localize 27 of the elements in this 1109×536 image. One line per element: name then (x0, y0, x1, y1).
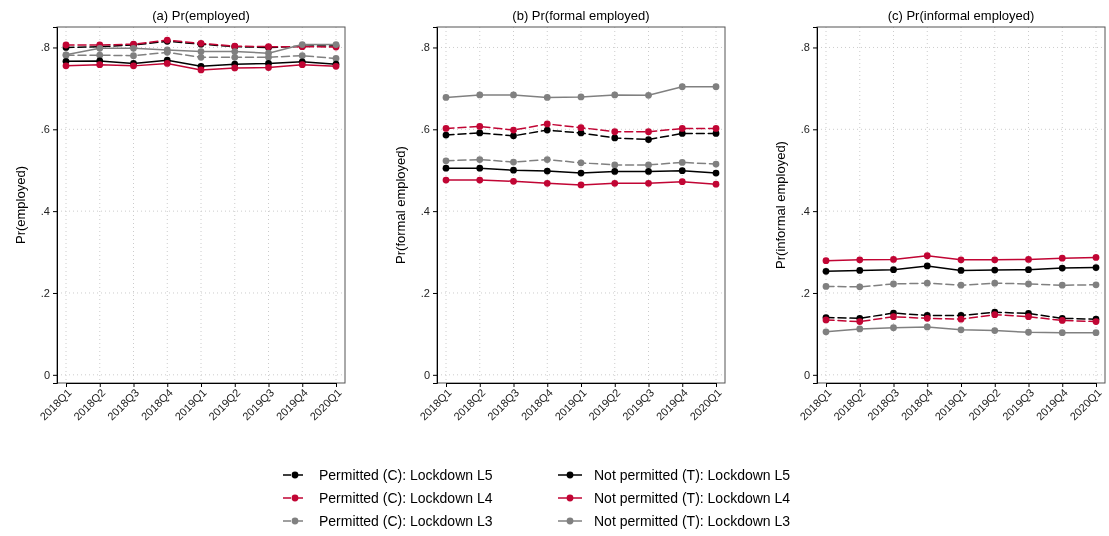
y-axis-title: Pr(formal employed) (393, 146, 408, 264)
y-tick-label: .8 (800, 41, 810, 54)
y-tick-label: .8 (420, 41, 430, 54)
y-tick-label: .2 (800, 287, 810, 299)
chart-title: (a) Pr(employed) (152, 8, 250, 23)
y-tick-label: .6 (420, 123, 430, 136)
y-tick-label: .2 (420, 287, 430, 299)
chart-title: (c) Pr(informal employed) (887, 8, 1035, 23)
y-tick-label: 0 (43, 368, 50, 381)
y-tick-label: .4 (800, 205, 810, 218)
y-tick-label: .6 (800, 123, 810, 136)
y-axis-title: Pr(informal employed) (773, 141, 788, 269)
y-tick-label: .4 (420, 205, 430, 218)
legend-label: Not permitted (T): Lockdown L4 (594, 490, 791, 506)
chart-title: (b) Pr(formal employed) (512, 8, 650, 23)
y-tick-label: 0 (803, 368, 810, 381)
y-tick-label: 0 (423, 368, 430, 381)
y-tick-label: .4 (40, 205, 50, 218)
legend-label: Not permitted (T): Lockdown L3 (594, 513, 791, 529)
y-tick-label: .2 (40, 287, 50, 299)
legend-label: Permitted (C): Lockdown L4 (319, 490, 493, 506)
y-axis-title: Pr(employed) (13, 165, 28, 245)
y-tick-label: .6 (40, 123, 50, 136)
legend-label: Not permitted (T): Lockdown L5 (594, 467, 791, 483)
legend-label: Permitted (C): Lockdown L5 (319, 467, 493, 483)
legend-label: Permitted (C): Lockdown L3 (319, 513, 493, 529)
y-tick-label: .8 (40, 41, 50, 54)
